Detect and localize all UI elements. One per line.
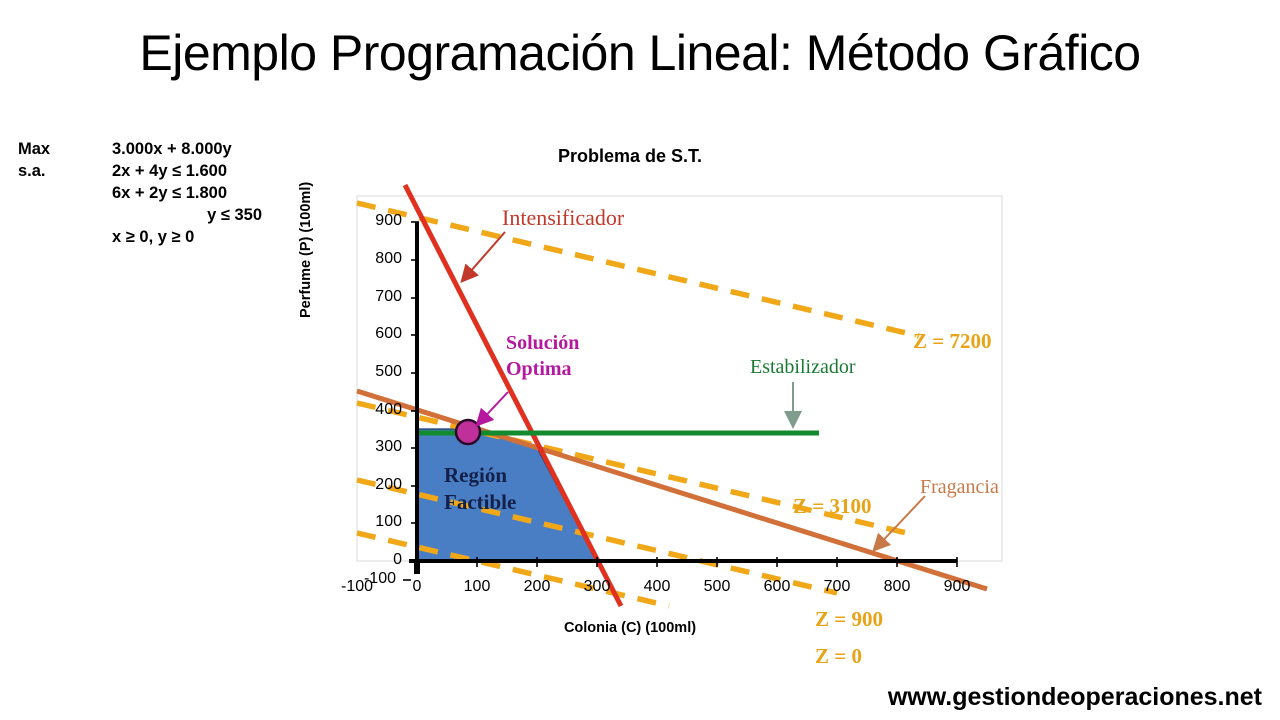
y-tick-label: 200 [375, 476, 402, 493]
y-tick-label: 600 [375, 325, 402, 342]
y-tick-label: 300 [375, 438, 402, 455]
constraint-3: y ≤ 350 [207, 206, 262, 224]
x-tick-label: 400 [643, 578, 671, 595]
constraint-4: x ≥ 0, y ≥ 0 [112, 228, 195, 246]
objective-function: 3.000x + 8.000y [112, 140, 232, 158]
region-label-line1: Región [444, 463, 507, 487]
region-label-line2: Factible [444, 490, 517, 514]
annotation-intensificador: Intensificador [502, 205, 625, 230]
y-tick-label: 700 [375, 288, 402, 305]
x-tick-label: 300 [583, 578, 611, 595]
annotation-fragancia: Fragancia [920, 476, 999, 498]
constraint-1: 2x + 4y ≤ 1.600 [112, 162, 228, 180]
annotation-estabilizador: Estabilizador [750, 356, 856, 378]
annotation-solucion-line2: Optima [506, 358, 572, 380]
isoprofit-label-z3100: Z = 3100 [793, 494, 872, 518]
chart-title: Problema de S.T. [557, 146, 703, 166]
leader-line-fragancia [872, 495, 926, 552]
x-tick-label: 500 [703, 578, 731, 595]
page-title: Ejemplo Programación Lineal: Método Gráf… [139, 25, 1141, 81]
constraint-line-intensificador [402, 183, 624, 608]
objective-label: Max [18, 140, 51, 158]
y-tick-label: 100 [375, 513, 402, 530]
annotation-solucion-optima: Solución Optima [506, 330, 579, 382]
annotation-solucion-line1: Solución [506, 332, 580, 354]
x-tick-label-negative: -100 [340, 578, 374, 595]
y-tick-label: 400 [375, 401, 402, 418]
isoprofit-label-z0: Z = 0 [815, 644, 862, 668]
feasible-region-label: Región Factible [444, 462, 516, 516]
y-tick-label: 0 [393, 551, 402, 568]
y-tick-marks [403, 221, 419, 581]
x-tick-label: 900 [943, 578, 971, 595]
x-tick-label: 600 [763, 578, 791, 595]
constraint-2: 6x + 2y ≤ 1.800 [112, 184, 228, 202]
optimal-solution-marker [454, 418, 482, 446]
isoprofit-label-z900: Z = 900 [815, 607, 883, 631]
lp-formulation: Max 3.000x + 8.000y s.a. 2x + 4y ≤ 1.600… [18, 138, 284, 248]
x-tick-marks [476, 557, 958, 567]
subject-to-label: s.a. [18, 162, 46, 180]
y-tick-label-negative: -100 [363, 570, 396, 587]
y-tick-label: 900 [375, 212, 402, 229]
isoprofit-label-z7200: Z = 7200 [913, 329, 992, 353]
x-tick-label: 0 [412, 578, 422, 595]
y-tick-label: 500 [375, 363, 402, 380]
footer-url: www.gestiondeoperaciones.net [887, 683, 1262, 711]
isoprofit-line-z900 [356, 477, 838, 596]
x-tick-label: 700 [823, 578, 851, 595]
x-axis-title: Colonia (C) (100ml) [563, 620, 697, 636]
isoprofit-line-z7200 [356, 200, 920, 339]
y-axis-title: Perfume (P) (100ml) [298, 181, 314, 318]
leader-line-intensificador [460, 231, 506, 284]
x-tick-label: 200 [523, 578, 551, 595]
x-tick-label: 800 [883, 578, 911, 595]
y-tick-label: 800 [375, 250, 402, 267]
leader-line-solucion-optima [475, 391, 509, 427]
x-tick-label: 100 [463, 578, 491, 595]
